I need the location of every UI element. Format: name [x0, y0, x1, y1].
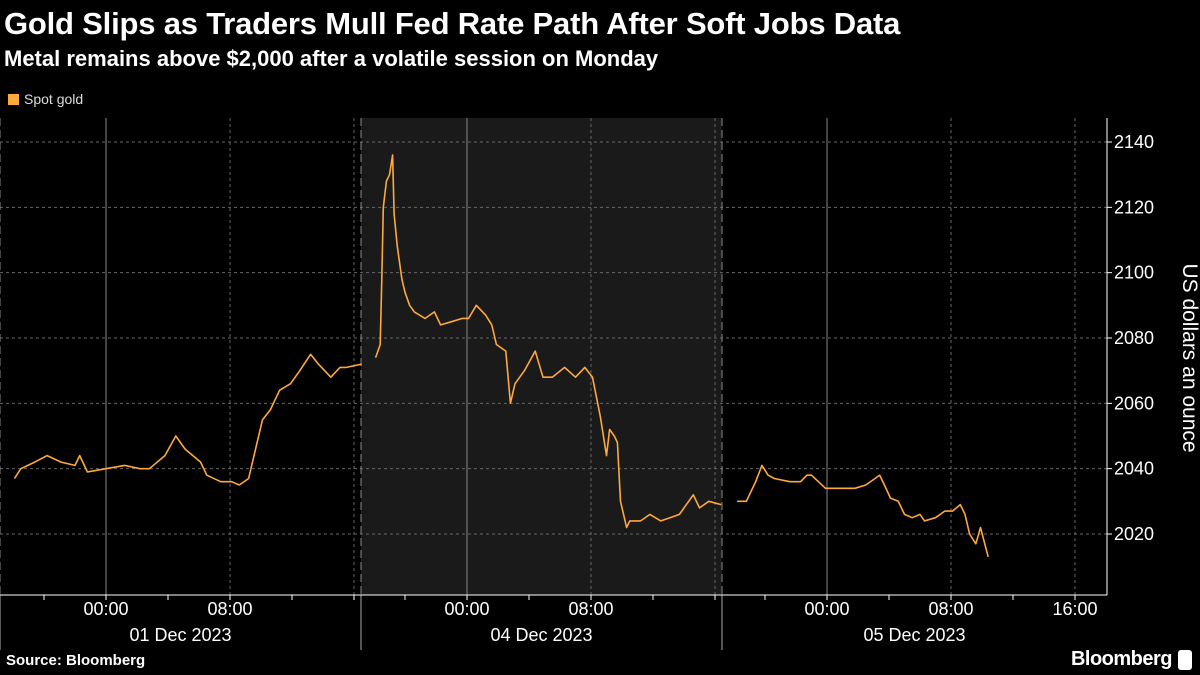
x-tick-label: 00:00 [804, 599, 849, 619]
series-line-spot-gold-day-0 [13, 353, 362, 486]
x-tick-label: 08:00 [207, 599, 252, 619]
brand-name: Bloomberg [1070, 648, 1173, 670]
legend-swatch-spot-gold [8, 93, 19, 105]
x-tick-label: 16:00 [1052, 599, 1097, 619]
legend-label-spot-gold: Spot gold [24, 91, 84, 107]
chart-title: Gold Slips as Traders Mull Fed Rate Path… [4, 6, 901, 41]
x-tick-label: 00:00 [444, 599, 489, 619]
y-tick-label-2040: 2040 [1114, 459, 1154, 479]
bloomberg-logo: Bloomberg [1071, 648, 1192, 671]
y-tick-label-2100: 2100 [1114, 263, 1154, 283]
y-tick-label-2140: 2140 [1114, 132, 1154, 152]
x-day-label-1: 04 Dec 2023 [490, 625, 592, 645]
x-tick-label: 08:00 [928, 599, 973, 619]
bloomberg-terminal-icon [1178, 649, 1192, 670]
y-tick-label-2120: 2120 [1114, 197, 1154, 217]
y-axis-title: US dollars an ounce [1178, 263, 1200, 452]
shaded-session-1 [361, 118, 722, 595]
x-tick-label: 00:00 [83, 599, 128, 619]
y-tick-label-2080: 2080 [1114, 328, 1154, 348]
legend: Spot gold [8, 91, 83, 107]
source-note: Source: Bloomberg [6, 652, 146, 669]
y-tick-label-2060: 2060 [1114, 393, 1154, 413]
x-day-label-2: 05 Dec 2023 [863, 625, 965, 645]
series-line-spot-gold-day-2 [737, 464, 989, 558]
chart-subtitle: Metal remains above $2,000 after a volat… [4, 46, 659, 71]
x-day-label-0: 01 Dec 2023 [129, 625, 231, 645]
y-tick-label-2020: 2020 [1114, 524, 1154, 544]
series-line-spot-gold-day-1 [374, 154, 722, 529]
x-tick-label: 08:00 [568, 599, 613, 619]
